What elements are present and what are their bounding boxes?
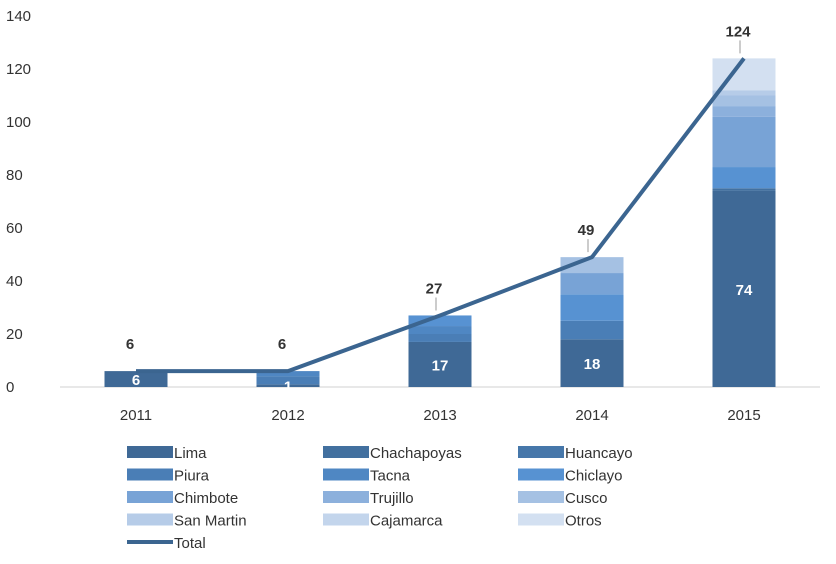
legend-item-cusco: Cusco [518,490,608,507]
legend-swatch [518,513,564,526]
y-tick-label: 120 [6,61,31,78]
bar-segment-2015-chachapoyas [712,188,776,191]
total-line [136,57,746,374]
legend-item-chachapoyas: Chachapoyas [323,445,462,462]
legend-label: Otros [565,513,602,530]
bar-data-label: 6 [132,372,140,389]
bar-segment-2012-piura [256,376,320,385]
legend-label: Lima [174,445,207,462]
total-data-label: 6 [126,336,134,353]
legend-swatch [127,513,173,526]
y-tick-label: 0 [6,379,14,396]
bar-segment-2013-lima [408,341,472,387]
y-axis: 0 20 40 60 80 100 120 140 [6,8,31,396]
y-tick-label: 100 [6,114,31,131]
bar-segment-2012-lima [256,384,320,387]
bar-segment-2014-chimbote [560,273,624,295]
legend-label: Cajamarca [370,513,443,530]
bar-data-label: 74 [736,282,753,299]
bar-stacks [104,58,776,387]
legend-item-otros: Otros [518,513,602,530]
legend-label: Tacna [370,468,411,485]
x-tick-label: 2014 [575,407,608,424]
legend-label: San Martin [174,513,247,530]
legend-label: Chachapoyas [370,445,462,462]
y-tick-label: 60 [6,220,23,237]
x-tick-label: 2015 [727,407,760,424]
legend-item-piura: Piura [127,468,210,485]
segment-labels: 6 1 17 18 74 [132,282,753,396]
bar-data-label: 18 [584,356,601,373]
bar-segment-2013-chiclayo [408,315,472,327]
legend-label: Piura [174,468,210,485]
y-tick-label: 20 [6,326,23,343]
legend-swatch [518,446,564,458]
legend-item-huancayo: Huancayo [518,445,633,462]
x-tick-label: 2012 [271,407,304,424]
legend-swatch [323,468,369,481]
legend-label: Huancayo [565,445,633,462]
x-axis: 2011 2012 2013 2014 2015 [120,407,761,424]
legend-label: Chiclayo [565,468,623,485]
legend: Lima Chachapoyas Huancayo Piura Tacna Chiclay… [127,445,633,552]
legend-item-tacna: Tacna [323,468,411,485]
bar-segment-2015-san-martin [712,90,776,96]
y-tick-label: 40 [6,273,23,290]
legend-item-chimbote: Chimbote [127,490,238,507]
legend-item-cajamarca: Cajamarca [323,513,443,530]
legend-swatch [323,491,369,503]
legend-item-chiclayo: Chiclayo [518,468,623,485]
legend-label: Trujillo [370,490,414,507]
legend-swatch [323,446,369,458]
bar-segment-2013-piura [408,334,472,342]
legend-swatch [127,468,173,481]
bar-segment-2014-chiclayo [560,294,624,321]
y-tick-label: 140 [6,8,31,25]
total-data-label: 27 [426,280,443,297]
legend-swatch [127,446,173,458]
bar-segment-2015-chiclayo [712,167,776,189]
bar-data-label: 1 [284,379,292,396]
total-data-label: 49 [578,222,595,239]
legend-item-total: Total [127,535,206,552]
legend-swatch [518,491,564,503]
legend-swatch [323,513,369,526]
total-data-label: 124 [725,23,751,40]
legend-item-lima: Lima [127,445,207,462]
x-tick-label: 2013 [423,407,456,424]
legend-swatch [127,491,173,503]
x-tick-label: 2011 [120,407,152,424]
bar-data-label: 17 [432,357,449,374]
bar-segment-2011-lima [104,371,168,387]
legend-swatch [518,468,564,481]
bar-segment-2015-trujillo [712,106,776,117]
y-tick-label: 80 [6,167,23,184]
legend-item-trujillo: Trujillo [323,490,414,507]
legend-label: Cusco [565,490,608,507]
legend-label: Total [174,535,206,552]
bar-segment-2015-lima [712,190,776,387]
total-data-label: 6 [278,336,286,353]
legend-label: Chimbote [174,490,238,507]
bar-segment-2015-chimbote [712,116,776,168]
bar-segment-2012-tacna [256,371,320,377]
legend-item-san-martin: San Martin [127,513,247,530]
total-line-group: 6 6 27 49 124 [126,23,751,374]
bar-segment-2014-piura [560,320,624,340]
bar-segment-2015-cusco [712,95,776,107]
bar-segment-2013-tacna [408,326,472,334]
bar-segment-2014-lima [560,339,624,387]
